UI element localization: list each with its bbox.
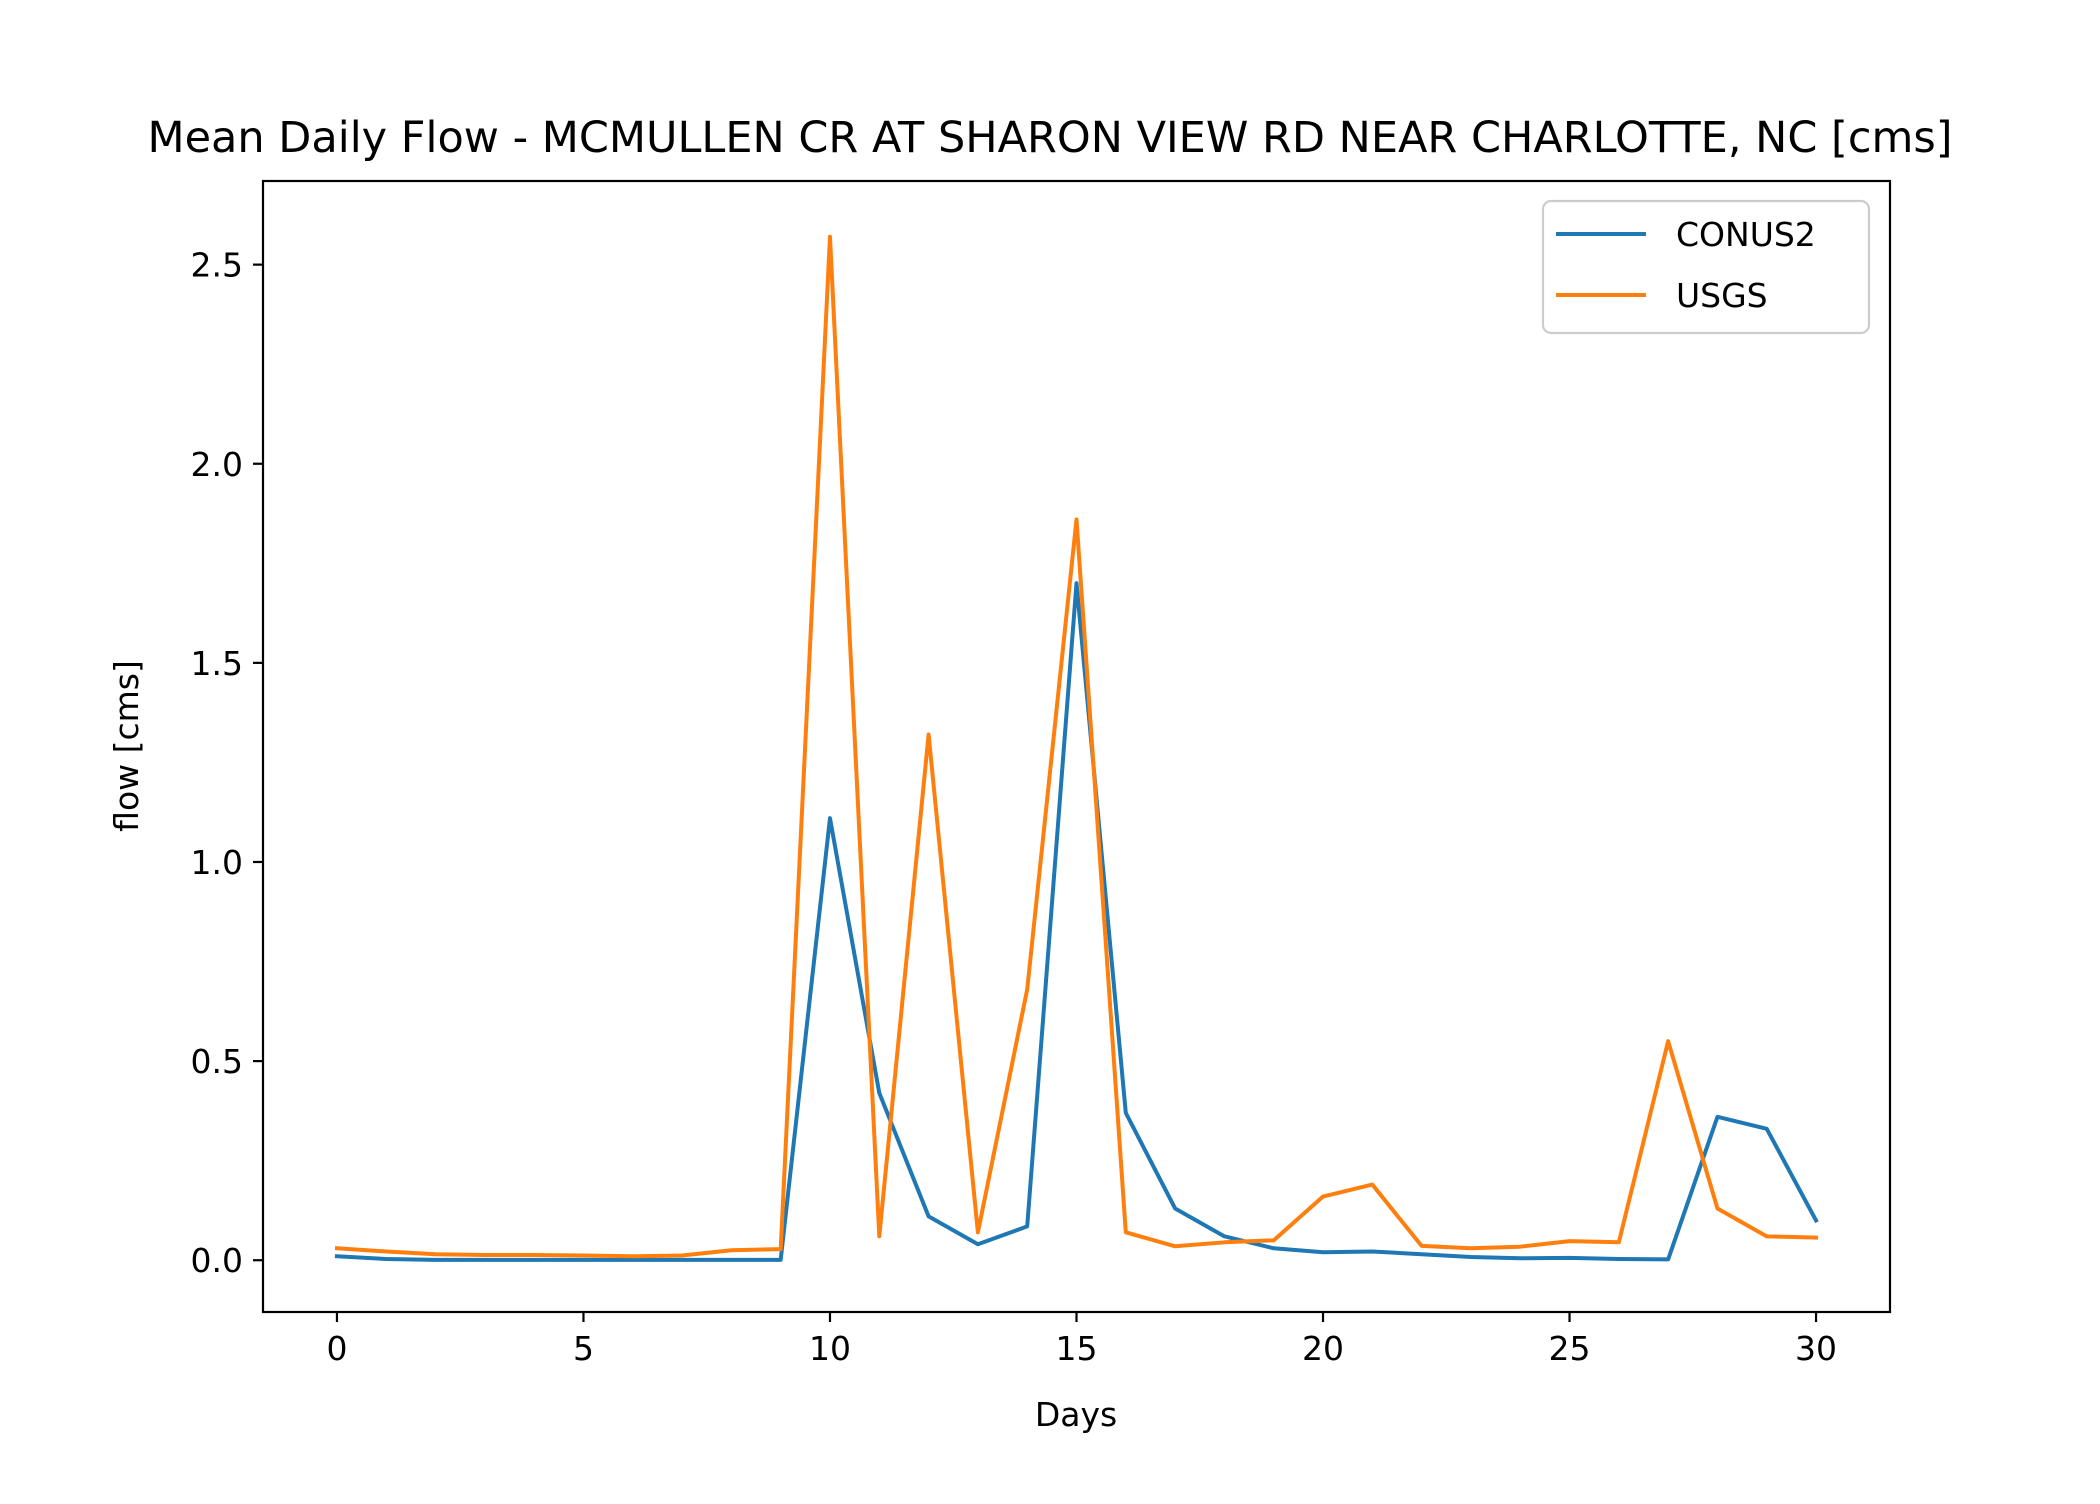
plot-marks — [334, 234, 1819, 1263]
data-point-usgs — [1813, 1235, 1819, 1241]
y-tick-label: 2.5 — [191, 246, 243, 285]
data-point-usgs — [1468, 1245, 1474, 1251]
y-tick-label: 1.0 — [191, 843, 243, 882]
y-tick-label: 0.5 — [191, 1042, 243, 1081]
x-tick-label: 30 — [1795, 1329, 1837, 1368]
legend-label-conus2: CONUS2 — [1676, 215, 1816, 254]
data-point-usgs — [1665, 1038, 1671, 1044]
data-point-conus2 — [1813, 1217, 1819, 1223]
data-point-conus2 — [1665, 1256, 1671, 1262]
data-point-usgs — [679, 1252, 685, 1258]
data-point-conus2 — [1123, 1110, 1129, 1116]
data-point-usgs — [827, 234, 833, 240]
data-point-conus2 — [778, 1257, 784, 1263]
data-point-conus2 — [383, 1256, 389, 1262]
series-line-usgs — [334, 234, 1819, 1259]
data-point-conus2 — [1764, 1126, 1770, 1132]
legend: CONUS2 USGS — [1541, 199, 1871, 335]
data-point-conus2 — [1714, 1114, 1720, 1120]
data-point-conus2 — [1616, 1256, 1622, 1262]
data-point-usgs — [1567, 1238, 1573, 1244]
data-point-conus2 — [1369, 1248, 1375, 1254]
series-line-conus2 — [334, 581, 1819, 1262]
data-point-usgs — [580, 1252, 586, 1258]
data-point-conus2 — [1024, 1223, 1030, 1229]
data-point-usgs — [1369, 1182, 1375, 1188]
data-point-usgs — [778, 1246, 784, 1252]
data-point-conus2 — [728, 1257, 734, 1263]
data-point-usgs — [728, 1247, 734, 1253]
data-point-conus2 — [1074, 580, 1080, 586]
data-point-conus2 — [1567, 1255, 1573, 1261]
data-point-usgs — [926, 732, 932, 738]
data-point-usgs — [876, 1233, 882, 1239]
y-axis-label: flow [cms] — [107, 660, 146, 832]
x-tick-label: 0 — [326, 1329, 347, 1368]
data-point-usgs — [630, 1253, 636, 1259]
axis-ticks: 0 5 10 15 20 25 30 0.0 0.5 1.0 1.5 2.0 2.5 — [191, 246, 1838, 1368]
data-point-conus2 — [1320, 1249, 1326, 1255]
legend-label-usgs: USGS — [1676, 276, 1768, 315]
data-point-conus2 — [1271, 1245, 1277, 1251]
x-tick-label: 25 — [1549, 1329, 1591, 1368]
data-point-usgs — [1764, 1233, 1770, 1239]
data-point-usgs — [482, 1252, 488, 1258]
data-point-usgs — [975, 1229, 981, 1235]
data-point-conus2 — [975, 1241, 981, 1247]
x-tick-label: 5 — [573, 1329, 594, 1368]
data-point-usgs — [433, 1251, 439, 1257]
data-point-usgs — [383, 1248, 389, 1254]
data-point-conus2 — [334, 1253, 340, 1259]
data-point-usgs — [1320, 1194, 1326, 1200]
data-point-usgs — [334, 1245, 340, 1251]
data-point-usgs — [1123, 1229, 1129, 1235]
data-point-usgs — [1221, 1239, 1227, 1245]
data-point-conus2 — [1419, 1251, 1425, 1257]
data-point-conus2 — [827, 815, 833, 821]
data-point-conus2 — [876, 1090, 882, 1096]
data-point-usgs — [1024, 986, 1030, 992]
data-point-usgs — [1271, 1237, 1277, 1243]
data-point-conus2 — [1221, 1233, 1227, 1239]
x-axis-label: Days — [1035, 1395, 1117, 1434]
data-point-conus2 — [1172, 1205, 1178, 1211]
x-tick-label: 20 — [1302, 1329, 1344, 1368]
data-point-usgs — [1714, 1205, 1720, 1211]
data-point-conus2 — [1517, 1255, 1523, 1261]
data-point-conus2 — [1468, 1254, 1474, 1260]
data-point-conus2 — [926, 1213, 932, 1219]
y-tick-label: 2.0 — [191, 445, 243, 484]
y-tick-label: 1.5 — [191, 644, 243, 683]
data-point-conus2 — [433, 1257, 439, 1263]
data-point-usgs — [1616, 1239, 1622, 1245]
data-point-usgs — [1419, 1243, 1425, 1249]
x-tick-label: 15 — [1056, 1329, 1098, 1368]
chart-title: Mean Daily Flow - MCMULLEN CR AT SHARON … — [147, 113, 1952, 163]
x-tick-label: 10 — [809, 1329, 851, 1368]
y-tick-label: 0.0 — [191, 1241, 243, 1280]
data-point-usgs — [531, 1252, 537, 1258]
data-point-usgs — [1074, 517, 1080, 523]
data-point-usgs — [1172, 1243, 1178, 1249]
data-point-usgs — [1517, 1244, 1523, 1250]
